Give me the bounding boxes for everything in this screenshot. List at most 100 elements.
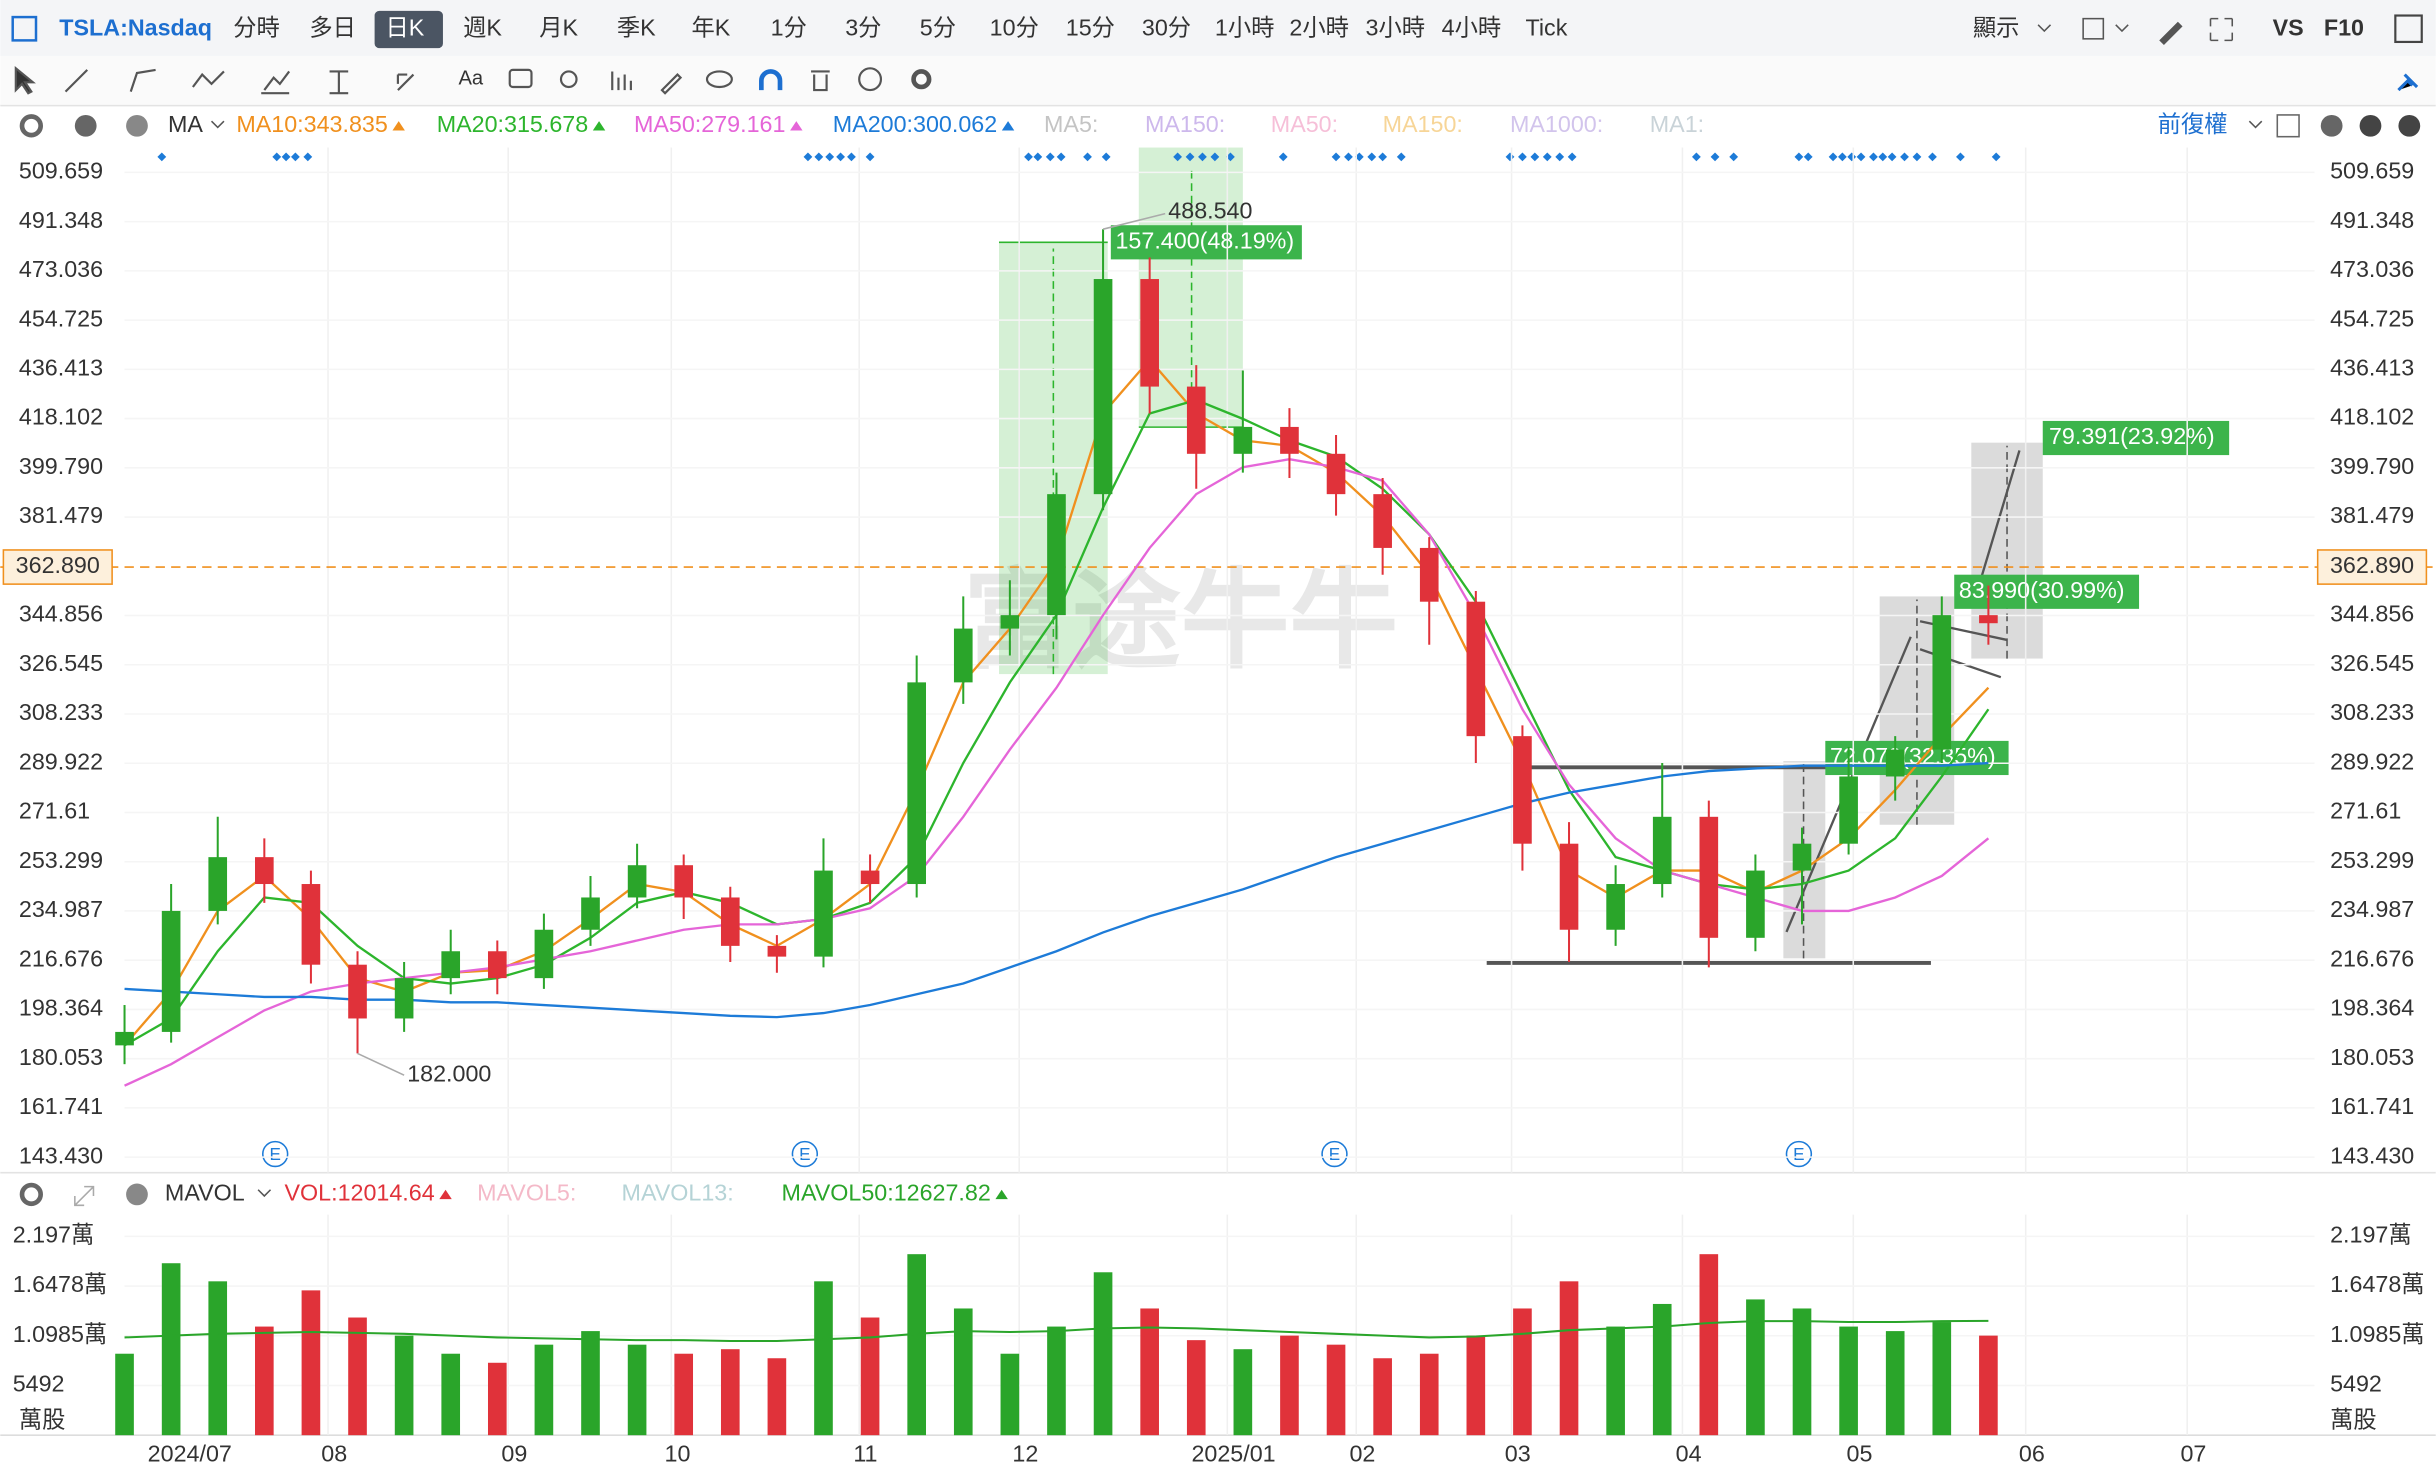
- timeframe-tab[interactable]: 多日: [309, 15, 356, 41]
- y-tick-label: 509.659: [19, 158, 103, 184]
- candle-body: [1839, 776, 1858, 844]
- vs-button[interactable]: VS: [2273, 15, 2304, 41]
- timeframe-tab[interactable]: 季K: [617, 15, 656, 41]
- ma-legend[interactable]: MA150:: [1145, 111, 1225, 137]
- ma-legend[interactable]: MA50:: [1271, 111, 1338, 137]
- settings-icon[interactable]: [19, 1182, 43, 1207]
- minus-icon[interactable]: [2398, 114, 2421, 137]
- timeframe-tab[interactable]: 15分: [1066, 15, 1115, 41]
- visibility-tool[interactable]: [705, 70, 733, 89]
- candle: [441, 929, 461, 995]
- event-marker[interactable]: [261, 1140, 289, 1168]
- pin-icon[interactable]: [2397, 73, 2419, 92]
- timeframe-tab[interactable]: Tick: [1526, 15, 1568, 41]
- timeframe-tab[interactable]: 1小時: [1215, 15, 1275, 41]
- event-dot: [1530, 152, 1540, 162]
- collapse-icon[interactable]: [74, 114, 97, 137]
- candle: [1559, 822, 1579, 963]
- timeframe-tab[interactable]: 月K: [539, 15, 578, 41]
- pen-icon[interactable]: [2159, 21, 2183, 46]
- candle: [161, 884, 181, 1043]
- close-icon[interactable]: [126, 1183, 148, 1206]
- timeframe-tab[interactable]: 30分: [1142, 15, 1191, 41]
- ma-legend[interactable]: MA10:343.835: [236, 111, 387, 137]
- volume-indicator-name[interactable]: MAVOL: [165, 1180, 245, 1206]
- timeframe-tab[interactable]: 週K: [463, 15, 502, 41]
- fib-tool[interactable]: [261, 70, 291, 95]
- high-label: 488.540: [1168, 197, 1252, 223]
- minus-icon[interactable]: [2359, 114, 2382, 137]
- timeframe-tab[interactable]: 4小時: [1442, 15, 1502, 41]
- candle-body: [161, 910, 181, 1032]
- timeframe-tab[interactable]: 2小時: [1289, 15, 1349, 41]
- event-marker[interactable]: [1785, 1140, 1813, 1168]
- timeframe-tab[interactable]: 年K: [691, 15, 730, 41]
- checkbox-icon[interactable]: [2082, 17, 2105, 40]
- event-marker[interactable]: [791, 1140, 819, 1168]
- magnet-tool[interactable]: [759, 69, 783, 91]
- sync-tool[interactable]: [858, 67, 883, 92]
- settings-tool[interactable]: [911, 69, 932, 90]
- legend-caret: [439, 1189, 452, 1200]
- timeframe-tab[interactable]: 3分: [845, 15, 881, 41]
- expand-icon[interactable]: [74, 1185, 95, 1207]
- ma-legend[interactable]: MA50:279.161: [634, 111, 785, 137]
- ma-legend[interactable]: MA200:300.062: [833, 111, 997, 137]
- line-tool[interactable]: [64, 69, 89, 93]
- measure-tool[interactable]: [329, 70, 349, 95]
- search-tool[interactable]: [559, 70, 578, 89]
- candle-body: [115, 1031, 134, 1046]
- channel-tool[interactable]: [129, 68, 156, 92]
- measure-label-bg: [1110, 225, 1302, 260]
- xy-icon[interactable]: [2276, 114, 2300, 138]
- x-tick-label: 02: [1349, 1441, 1375, 1467]
- timeframe-tab[interactable]: 5分: [920, 15, 956, 41]
- f10-button[interactable]: F10: [2324, 15, 2364, 41]
- brush-tool[interactable]: [660, 73, 683, 95]
- note-tool[interactable]: [508, 68, 533, 89]
- arrow-tool[interactable]: [396, 73, 415, 91]
- ma-legend[interactable]: MA150:: [1383, 111, 1463, 137]
- timeframe-tab[interactable]: 3小時: [1366, 15, 1426, 41]
- vol-legend[interactable]: MAVOL13:: [622, 1180, 734, 1206]
- indicator-name[interactable]: MA: [168, 111, 203, 137]
- symbol[interactable]: TSLA:Nasdaq: [59, 15, 212, 41]
- timeframe-tab[interactable]: 日K: [385, 15, 424, 41]
- event-marker[interactable]: [1321, 1140, 1348, 1168]
- x-tick-label: 07: [2180, 1441, 2206, 1467]
- adjust-menu[interactable]: 前復權: [2158, 111, 2228, 137]
- cursor-tool[interactable]: [14, 66, 36, 95]
- sidebar-icon[interactable]: [11, 15, 38, 42]
- minus-icon[interactable]: [2320, 114, 2343, 137]
- wave-tool[interactable]: [192, 70, 225, 88]
- ma-legend[interactable]: MA1000:: [1510, 111, 1603, 137]
- ma-legend[interactable]: MA20:315.678: [437, 111, 588, 137]
- candle: [907, 655, 926, 898]
- settings-icon[interactable]: [19, 114, 43, 138]
- panel-icon[interactable]: [2394, 14, 2423, 44]
- vol-legend[interactable]: MAVOL50:12627.82: [782, 1180, 991, 1206]
- y-tick-label: 344.856: [19, 601, 103, 627]
- current-price-box: [2316, 549, 2428, 585]
- timeframe-tab[interactable]: 1分: [771, 15, 807, 41]
- candle-body: [674, 865, 694, 898]
- volume-bar: [1885, 1331, 1905, 1436]
- timeframe-tab[interactable]: 10分: [990, 15, 1039, 41]
- vol-legend[interactable]: MAVOL5:: [477, 1180, 576, 1206]
- display-menu[interactable]: 顯示: [1973, 15, 2020, 41]
- vol-legend[interactable]: VOL:12014.64: [285, 1180, 435, 1206]
- text-tool[interactable]: Aa: [458, 68, 483, 90]
- volume-tool[interactable]: [611, 71, 632, 91]
- candle-body: [441, 951, 461, 979]
- ma-legend[interactable]: MA5:: [1044, 111, 1098, 137]
- y-tick-label: 308.233: [2330, 699, 2414, 725]
- volume-bar: [487, 1362, 507, 1436]
- ma-legend[interactable]: MA1:: [1650, 111, 1704, 137]
- timeframe-tab[interactable]: 分時: [233, 15, 280, 41]
- delete-tool[interactable]: [811, 70, 830, 92]
- close-icon[interactable]: [126, 114, 148, 137]
- fullscreen-icon[interactable]: [2209, 17, 2234, 42]
- candle: [1746, 854, 1765, 952]
- y-tick-label: 436.413: [2330, 355, 2414, 381]
